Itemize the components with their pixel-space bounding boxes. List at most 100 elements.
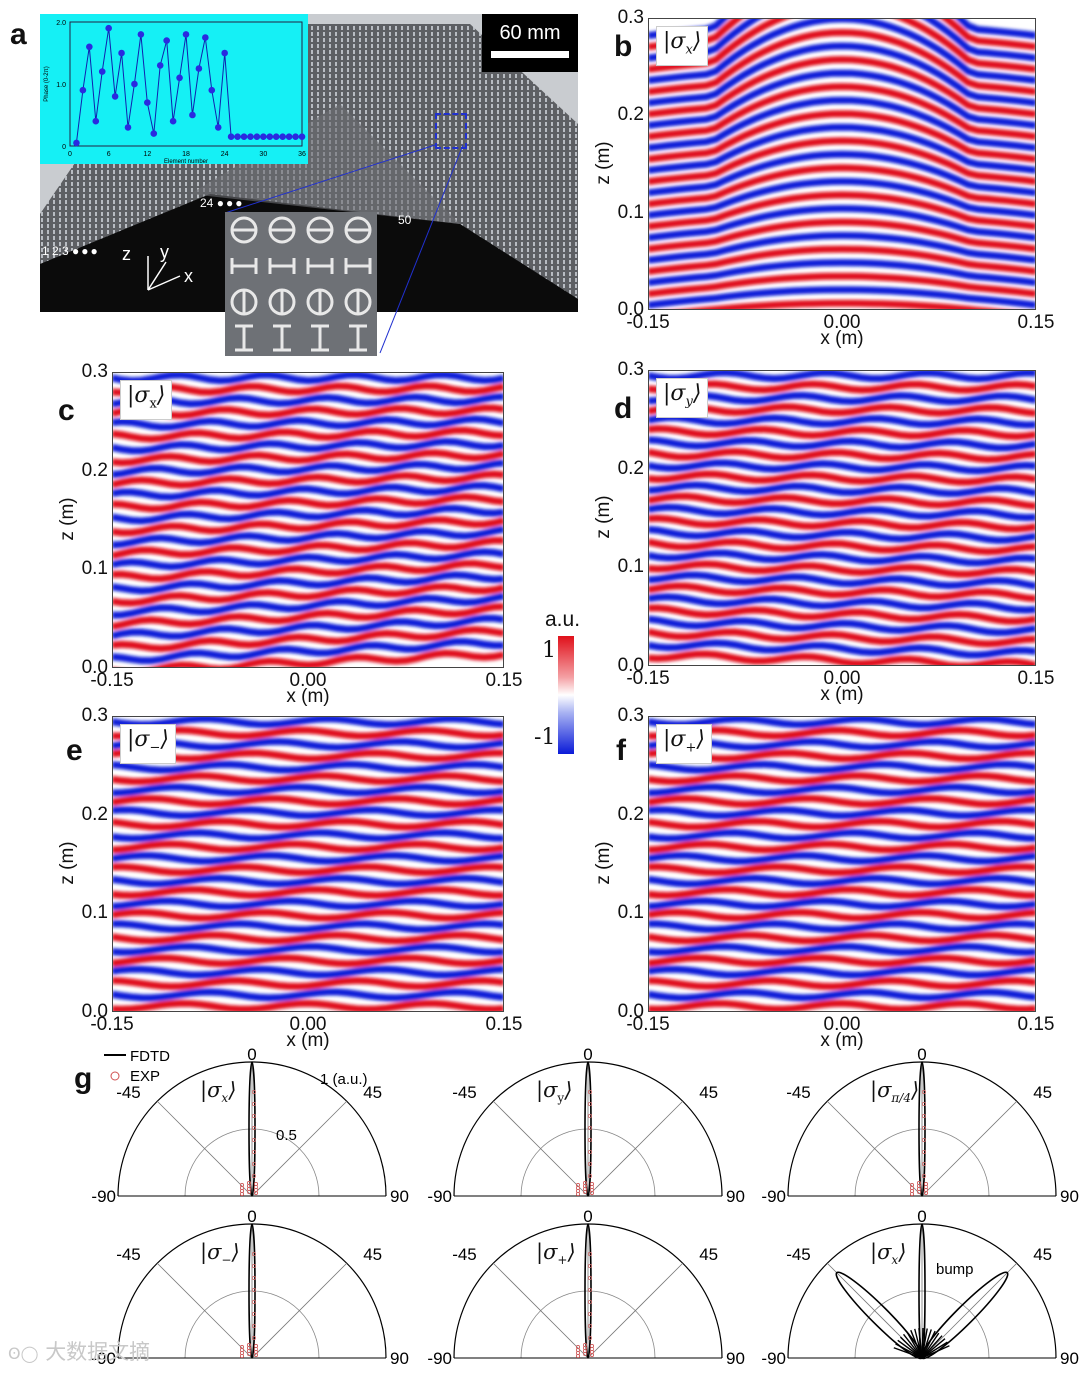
state-symbol: σ [134,383,150,408]
polar-spoke [921,1100,1018,1197]
inset-point [79,86,87,94]
polar-angle-label: 45 [699,1245,718,1264]
field-band [112,794,504,808]
field-band [648,110,1036,163]
colorbar-max-label: 1 [542,638,556,663]
unit-cell [349,324,367,352]
ztick-d: 0.1 [617,556,644,578]
polar-angle-label: -90 [428,1187,452,1206]
element-dots: ●●● [72,244,100,258]
field-band [112,404,504,420]
inset-point [221,49,228,57]
state-label-b: |σx⟩ [656,26,709,67]
polar-angle-label: 90 [726,1349,745,1368]
state-subscript: y [685,394,693,410]
polar-exp-point [588,1162,592,1166]
field-band [648,514,1036,533]
field-band [112,548,504,571]
field-band [648,18,1036,73]
field-band [648,749,1036,763]
polar-exp-point [588,1336,592,1340]
field-band [648,96,1036,152]
ztick-f: 0.0 [617,1001,644,1022]
field-band [112,716,504,729]
field-band [648,259,1036,287]
element-dots-24: ●●● [216,196,245,210]
field-band [648,920,1036,934]
polar-exp-point [588,1264,592,1268]
polar-state-subscript: π/4 [891,1091,911,1106]
polar-angle-label: -45 [452,1083,477,1102]
field-band [112,602,504,631]
field-band [648,885,1036,900]
polar-angle-label: 0 [247,1046,256,1064]
polar-exp-point [252,1324,256,1328]
zlabel-f: z (m) [593,841,614,885]
field-band [648,137,1036,186]
xtick-d: 0.15 [1017,668,1055,689]
field-band [112,885,504,900]
field-band [648,218,1036,253]
polar-spoke [587,1100,684,1197]
unit-cell [230,216,258,244]
inset-xtick: 30 [259,151,267,158]
field-band [112,437,504,455]
polar-exp-point [252,1312,256,1316]
legend-exp-marker [110,1071,120,1081]
field-band [648,231,1036,264]
field-band [112,415,504,431]
ztick-c: 0.2 [81,459,108,481]
field-band [648,851,1036,865]
polar-exp-point [583,1181,587,1185]
field-band [112,760,504,774]
colorbar-gradient [558,636,574,754]
polar-exp-point [588,1138,592,1142]
polar-plot-2: 0 -45 45 -90 90 [428,1046,745,1206]
panel-letter-g: g [74,1062,93,1095]
inset-xtick: 24 [221,151,229,158]
phase-inset-plot: 0 6 12 18 24 30 36 0 1.0 2.0 Element number Phase (… [44,20,306,165]
state-label-f: |σ+⟩ [656,724,712,765]
state-label-e: |σ−⟩ [120,724,176,765]
polar-state-label-2: |σy⟩ [536,1078,573,1106]
polar-exp-point [576,1183,580,1187]
polar-exp-point [247,1343,251,1347]
inset-point [86,43,93,51]
polar-angle-label: 90 [390,1349,409,1368]
field-band [648,150,1036,197]
unit-cell [268,288,296,316]
watermark: ʘ◯ 大数据文摘 [8,1336,150,1366]
field-band [648,783,1036,797]
field-band [648,55,1036,118]
xtick-f: 0.00 [823,1014,861,1035]
inset-point [202,34,209,41]
polar-exp-point [252,1102,256,1106]
xtick-b: 0.00 [823,312,861,333]
field-band [112,897,504,911]
unit-cell [273,324,291,352]
field-band [648,897,1036,911]
field-band [648,538,1036,556]
polar-angle-label: 45 [1033,1245,1052,1264]
field-band [648,954,1036,968]
polar-plot-5: 0 -45 45 -90 90 [428,1208,745,1368]
polar-state-label-3: |σπ/4⟩ [870,1078,920,1106]
inset-ytick: 1.0 [56,82,66,89]
polar-radius-label: 0.5 [276,1127,297,1144]
polar-spoke [492,1100,589,1197]
polar-spoke [826,1100,923,1197]
heatmap-c [112,372,504,668]
polar-angle-label: 0 [583,1046,592,1064]
field-band [648,18,1036,62]
field-band [648,42,1036,107]
zlabel-b: z (m) [593,141,614,185]
field-band [112,783,504,797]
polar-minor-lobe [921,1345,950,1359]
unit-cell-closeup [225,212,377,356]
inset-point [195,65,203,72]
field-band [648,593,1036,614]
polar-angle-label: -45 [116,1245,141,1264]
field-band [112,965,504,979]
panel-letter-d: d [614,392,633,425]
inset-ylabel: Phase (0-2π) [44,66,50,102]
